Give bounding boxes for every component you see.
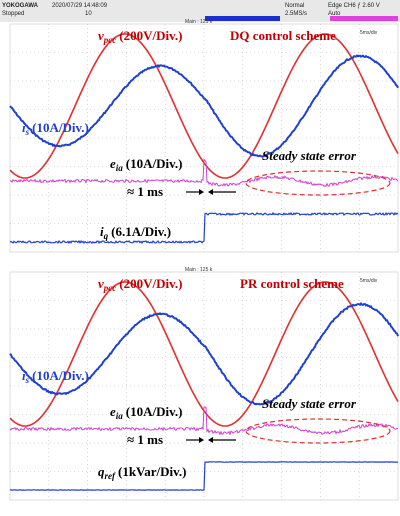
timebase: 5ms/div (360, 278, 378, 284)
arrowhead (208, 437, 213, 443)
signal-label: eia (10A/Div.) (110, 404, 183, 421)
signal-label: vpcc (200V/Div.) (98, 28, 182, 45)
screen (9, 23, 399, 253)
channel-indicator (205, 16, 280, 21)
signal-label: is (10A/Div.) (22, 368, 89, 385)
mode: Normal (285, 3, 304, 9)
brand: YOKOGAWA (2, 3, 39, 9)
main-info: Main : 125 k (185, 267, 213, 273)
signal-label: vpcc (200V/Div.) (98, 276, 182, 293)
signal-label: iq (6.1A/Div.) (100, 224, 171, 241)
error-trace (9, 158, 399, 188)
arrowhead (199, 189, 204, 195)
timebase: 5ms/div (360, 30, 378, 36)
step-trace (9, 461, 399, 491)
arrowhead (199, 437, 204, 443)
scheme: PR control scheme (240, 276, 344, 291)
error-ellipse (245, 170, 391, 196)
screen (9, 271, 399, 501)
signal-label: qref (1kVar/Div.) (98, 464, 187, 481)
error-note: Steady state error (262, 148, 357, 163)
header-bar (0, 0, 400, 22)
error-note: Steady state error (262, 396, 357, 411)
count: 10 (85, 11, 92, 17)
delay-label: ≈ 1 ms (127, 184, 163, 199)
trigger: Edge CH6 ƒ 2.60 V (328, 3, 380, 9)
main-info: Main : 125 k (185, 19, 213, 25)
rate: 2.5MS/s (285, 11, 307, 17)
status: Stopped (2, 11, 24, 17)
channel-indicator (330, 16, 398, 21)
arrowhead (208, 189, 213, 195)
trigger-mode: Auto (328, 11, 341, 17)
current-trace (9, 54, 399, 158)
datetime: 2020/07/29 14:48:09 (52, 3, 108, 9)
signal-label: is (10A/Div.) (22, 120, 89, 137)
error-trace (9, 406, 399, 436)
scheme: DQ control scheme (230, 28, 336, 43)
current-trace (9, 301, 399, 406)
error-ellipse (245, 418, 391, 444)
step-trace (9, 211, 399, 245)
delay-label: ≈ 1 ms (127, 432, 163, 447)
signal-label: eia (10A/Div.) (110, 156, 183, 173)
